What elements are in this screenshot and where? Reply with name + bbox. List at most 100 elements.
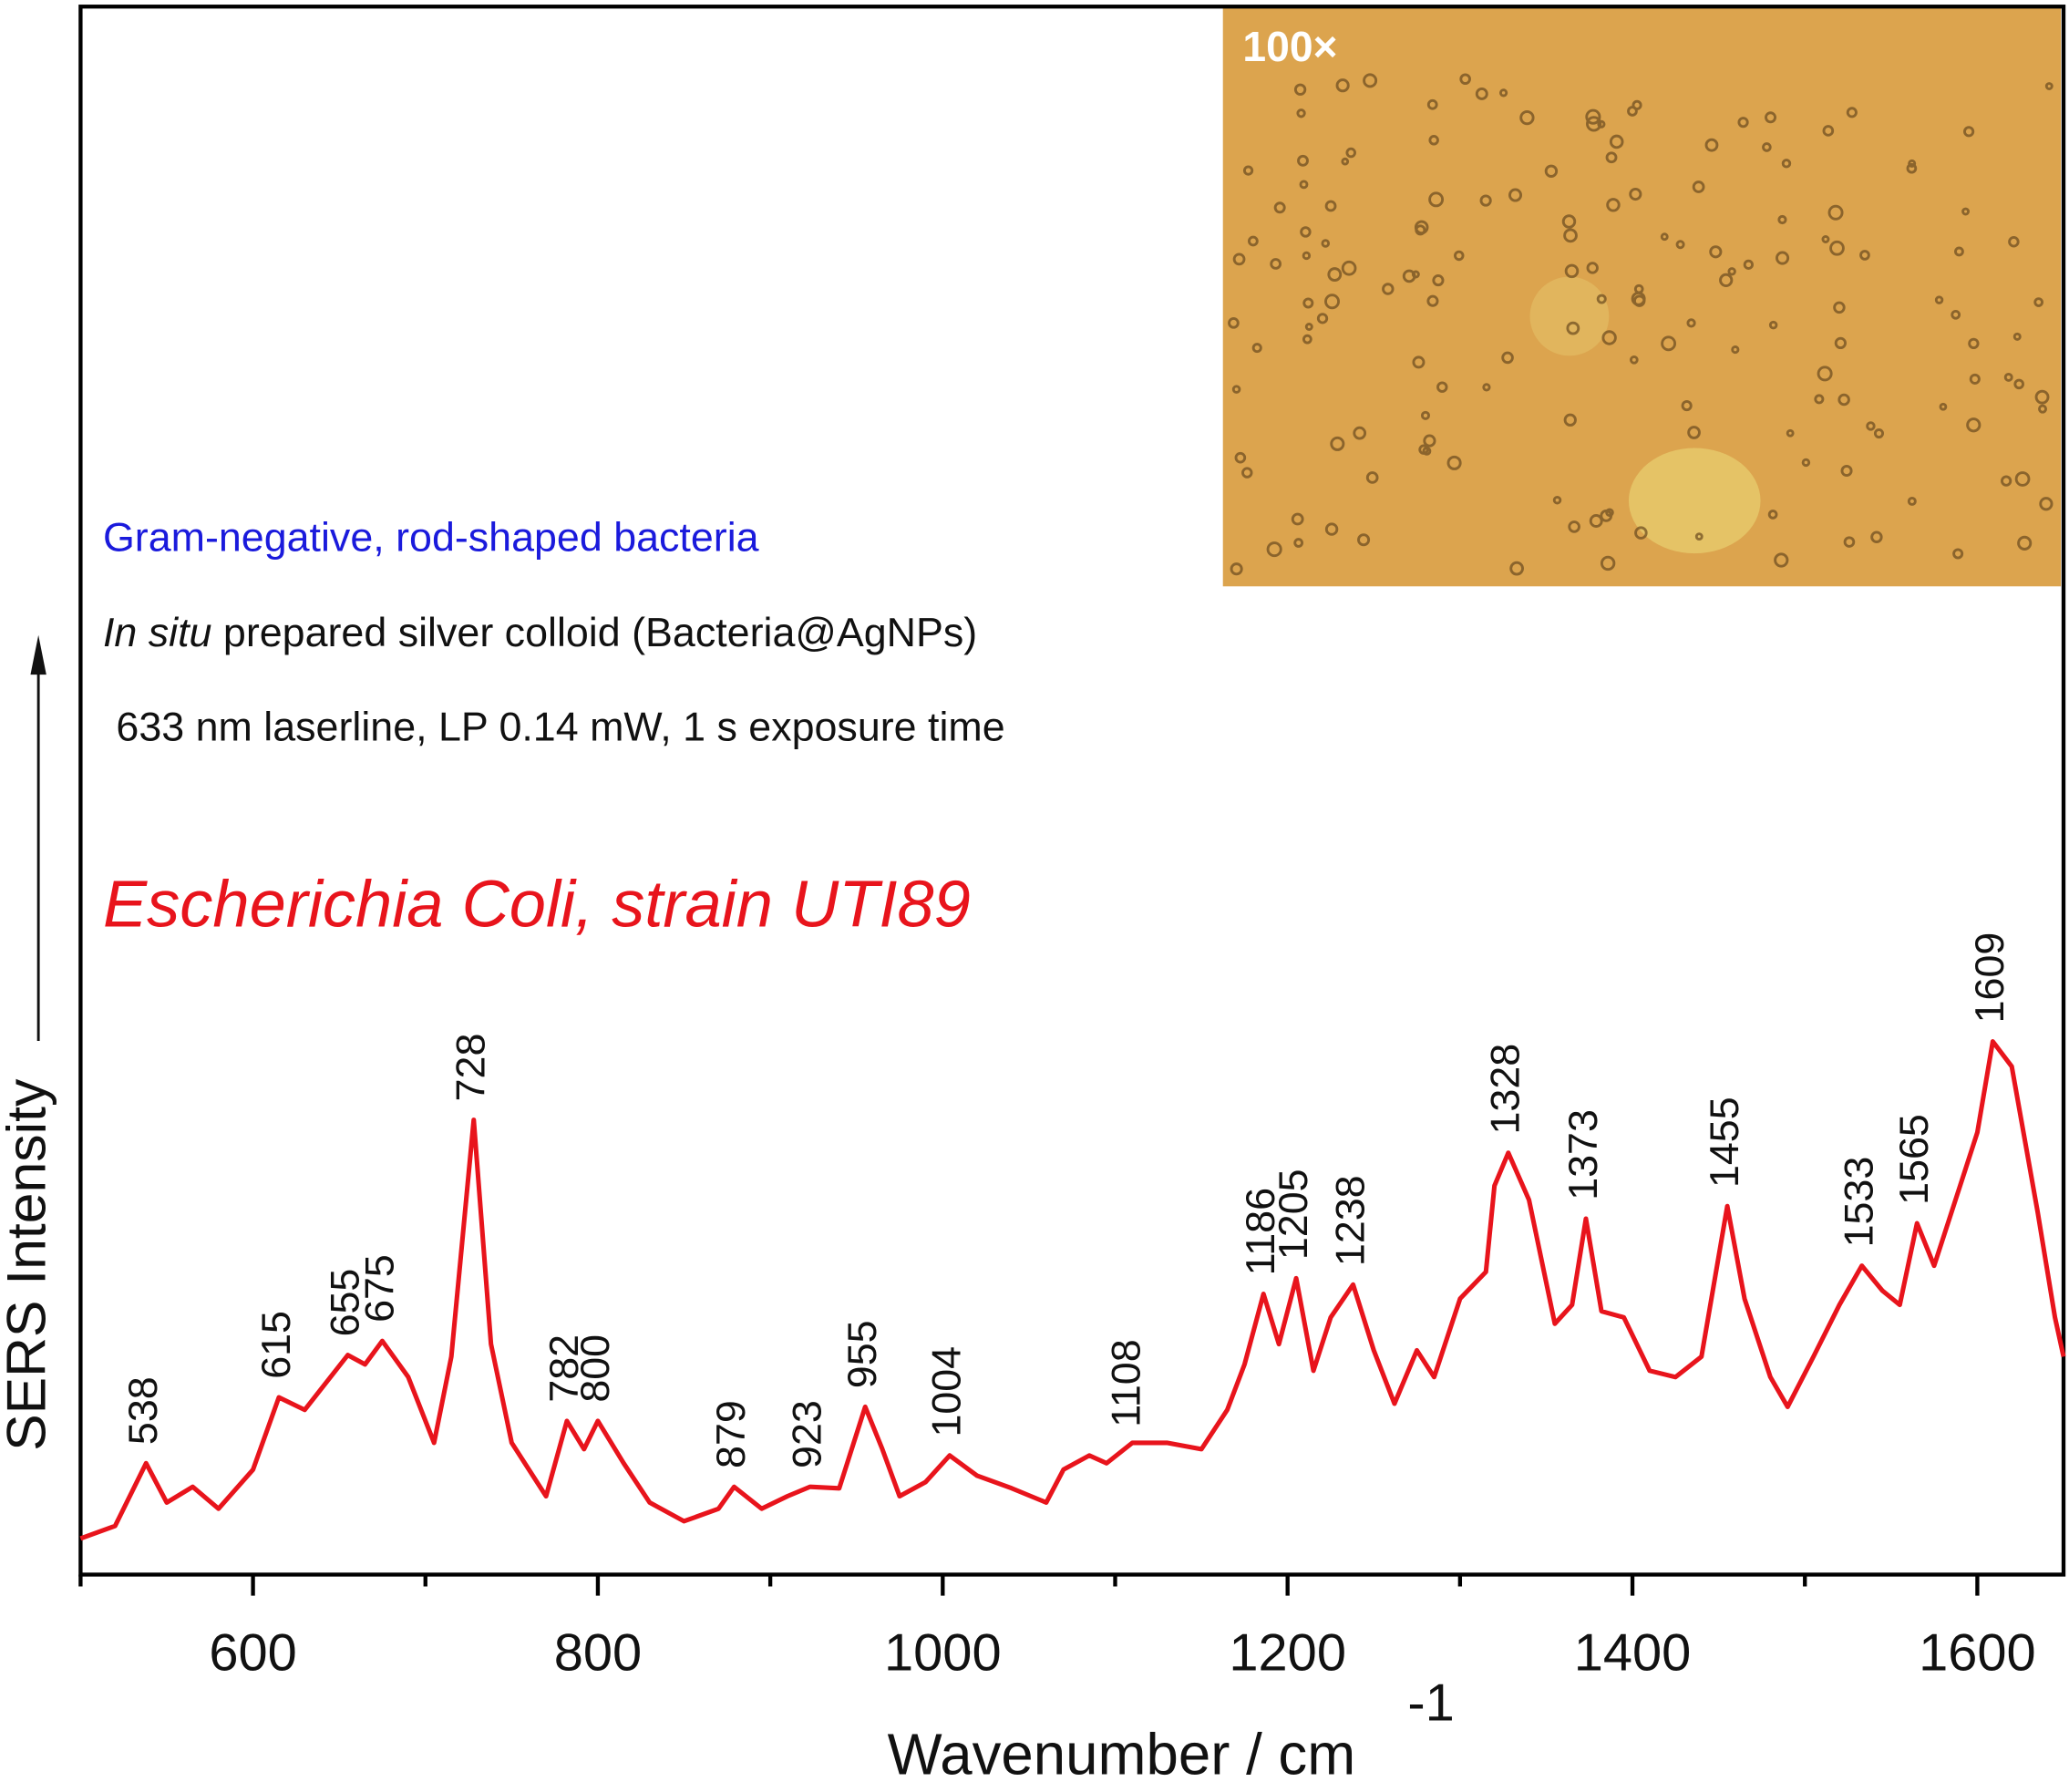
inset-dot [1781,159,1792,169]
inset-dot [1251,343,1262,354]
inset-dot [1423,434,1436,448]
inset-dot [1568,520,1580,533]
y-axis-arrowhead [30,634,46,675]
inset-highlight [1529,276,1610,356]
inset-dot [1586,262,1599,274]
inset-dot [1634,526,1648,540]
peak-label: 1004 [924,1346,970,1437]
inset-dot [1475,88,1488,100]
inset-dot [1606,198,1621,212]
inset-dot [1585,108,1601,125]
annotation-italic: In situ [103,610,212,655]
inset-dot [1426,294,1439,307]
inset-dot [1519,109,1535,126]
inset-dot [1432,274,1445,287]
annotation: 633 nm laserline, LP 0.14 mW, 1 s exposu… [116,705,1004,750]
inset-image [1222,6,2062,587]
inset-dot [1341,260,1357,276]
peak-label: 955 [839,1320,885,1388]
inset-dot [1687,426,1701,439]
inset-dots [1228,73,2054,576]
annotation: Gram-negative, rod-shaped bacteria [103,515,759,561]
inset-dot [2034,389,2050,405]
inset-dot [1870,530,1883,543]
inset-dot [1302,297,1314,309]
inset-dot [1776,251,1790,265]
x-tick-label: 1200 [1229,1623,1346,1682]
inset-dot [1563,413,1577,427]
inset-dot [1737,117,1749,129]
inset-dot [1969,373,1981,385]
inset-dot [2013,378,2024,390]
inset-dot [1866,421,1876,431]
chart-title: Escherichia Coli, strain UTI89 [103,869,971,942]
inset-dot [1365,471,1379,484]
inset-dot [2003,372,2013,382]
inset-dot [1821,235,1830,243]
inset-dot [1363,73,1378,88]
inset-dot [1509,561,1524,576]
inset-dot [2001,475,2012,487]
peak-label: 1205 [1271,1169,1316,1260]
inset-dot [1228,317,1240,329]
inset-dot [1822,125,1835,137]
peak-label: 879 [708,1400,754,1468]
x-tick-label: 1400 [1574,1623,1692,1682]
peak-label: 1328 [1483,1044,1529,1135]
inset-dot [1605,508,1614,518]
inset-dot [1951,309,1961,320]
inset-dot [1446,455,1462,470]
peak-label: 1373 [1560,1109,1606,1200]
inset-dot [1330,436,1345,451]
inset-dot [1382,283,1395,295]
inset-dot [1327,267,1343,283]
inset-dot [1234,451,1247,464]
inset-dot [1357,533,1371,547]
inset-dot [1829,240,1845,256]
inset-dot [2039,497,2054,511]
inset-dot [1411,270,1420,279]
peak-label: 800 [572,1334,618,1403]
inset-dot [1768,320,1778,330]
inset-dot [1291,512,1304,526]
inset-dot [1762,142,1772,152]
peak-label: 1565 [1891,1114,1937,1205]
peak-label: 615 [253,1311,299,1379]
inset-dot [1293,538,1304,548]
inset-dot [2008,235,2020,248]
inset-dot [1675,240,1685,250]
inset-dot [1566,321,1580,335]
peak-label: 1609 [1967,932,2012,1024]
inset-dot [1709,245,1723,259]
peak-label: 782 [541,1334,587,1403]
inset-dot [1426,98,1438,110]
inset-dot [2014,471,2031,487]
inset-dot [1353,426,1367,440]
y-axis-label: SERS Intensity [0,1078,57,1451]
inset-dot [1843,536,1856,548]
inset-dot [1501,351,1514,365]
inset-dot [1694,532,1704,541]
inset-dot [1498,88,1508,98]
inset-dot [1299,180,1309,190]
inset-dot [1629,355,1639,365]
inset-dot [1605,151,1618,164]
inset-dot [1273,201,1286,214]
annotation: In situ prepared silver colloid (Bacteri… [103,610,977,655]
inset-dot [1627,106,1638,117]
inset-dot [1827,204,1844,221]
inset-dot [1767,510,1778,520]
inset-dot [1420,410,1430,420]
inset-dot [1586,116,1602,132]
inset-dot [1345,147,1356,159]
inset-dot [1873,428,1885,439]
inset-dot [1907,496,1917,506]
inset-dot [1341,157,1350,166]
inset-dot [1660,232,1669,242]
inset-dot [1833,301,1846,314]
peak-label: 655 [322,1269,367,1337]
inset-dot [1681,400,1693,412]
x-tick-label: 1000 [884,1623,1002,1682]
inset-highlight [1628,448,1761,554]
peak-label: 1455 [1702,1097,1747,1188]
